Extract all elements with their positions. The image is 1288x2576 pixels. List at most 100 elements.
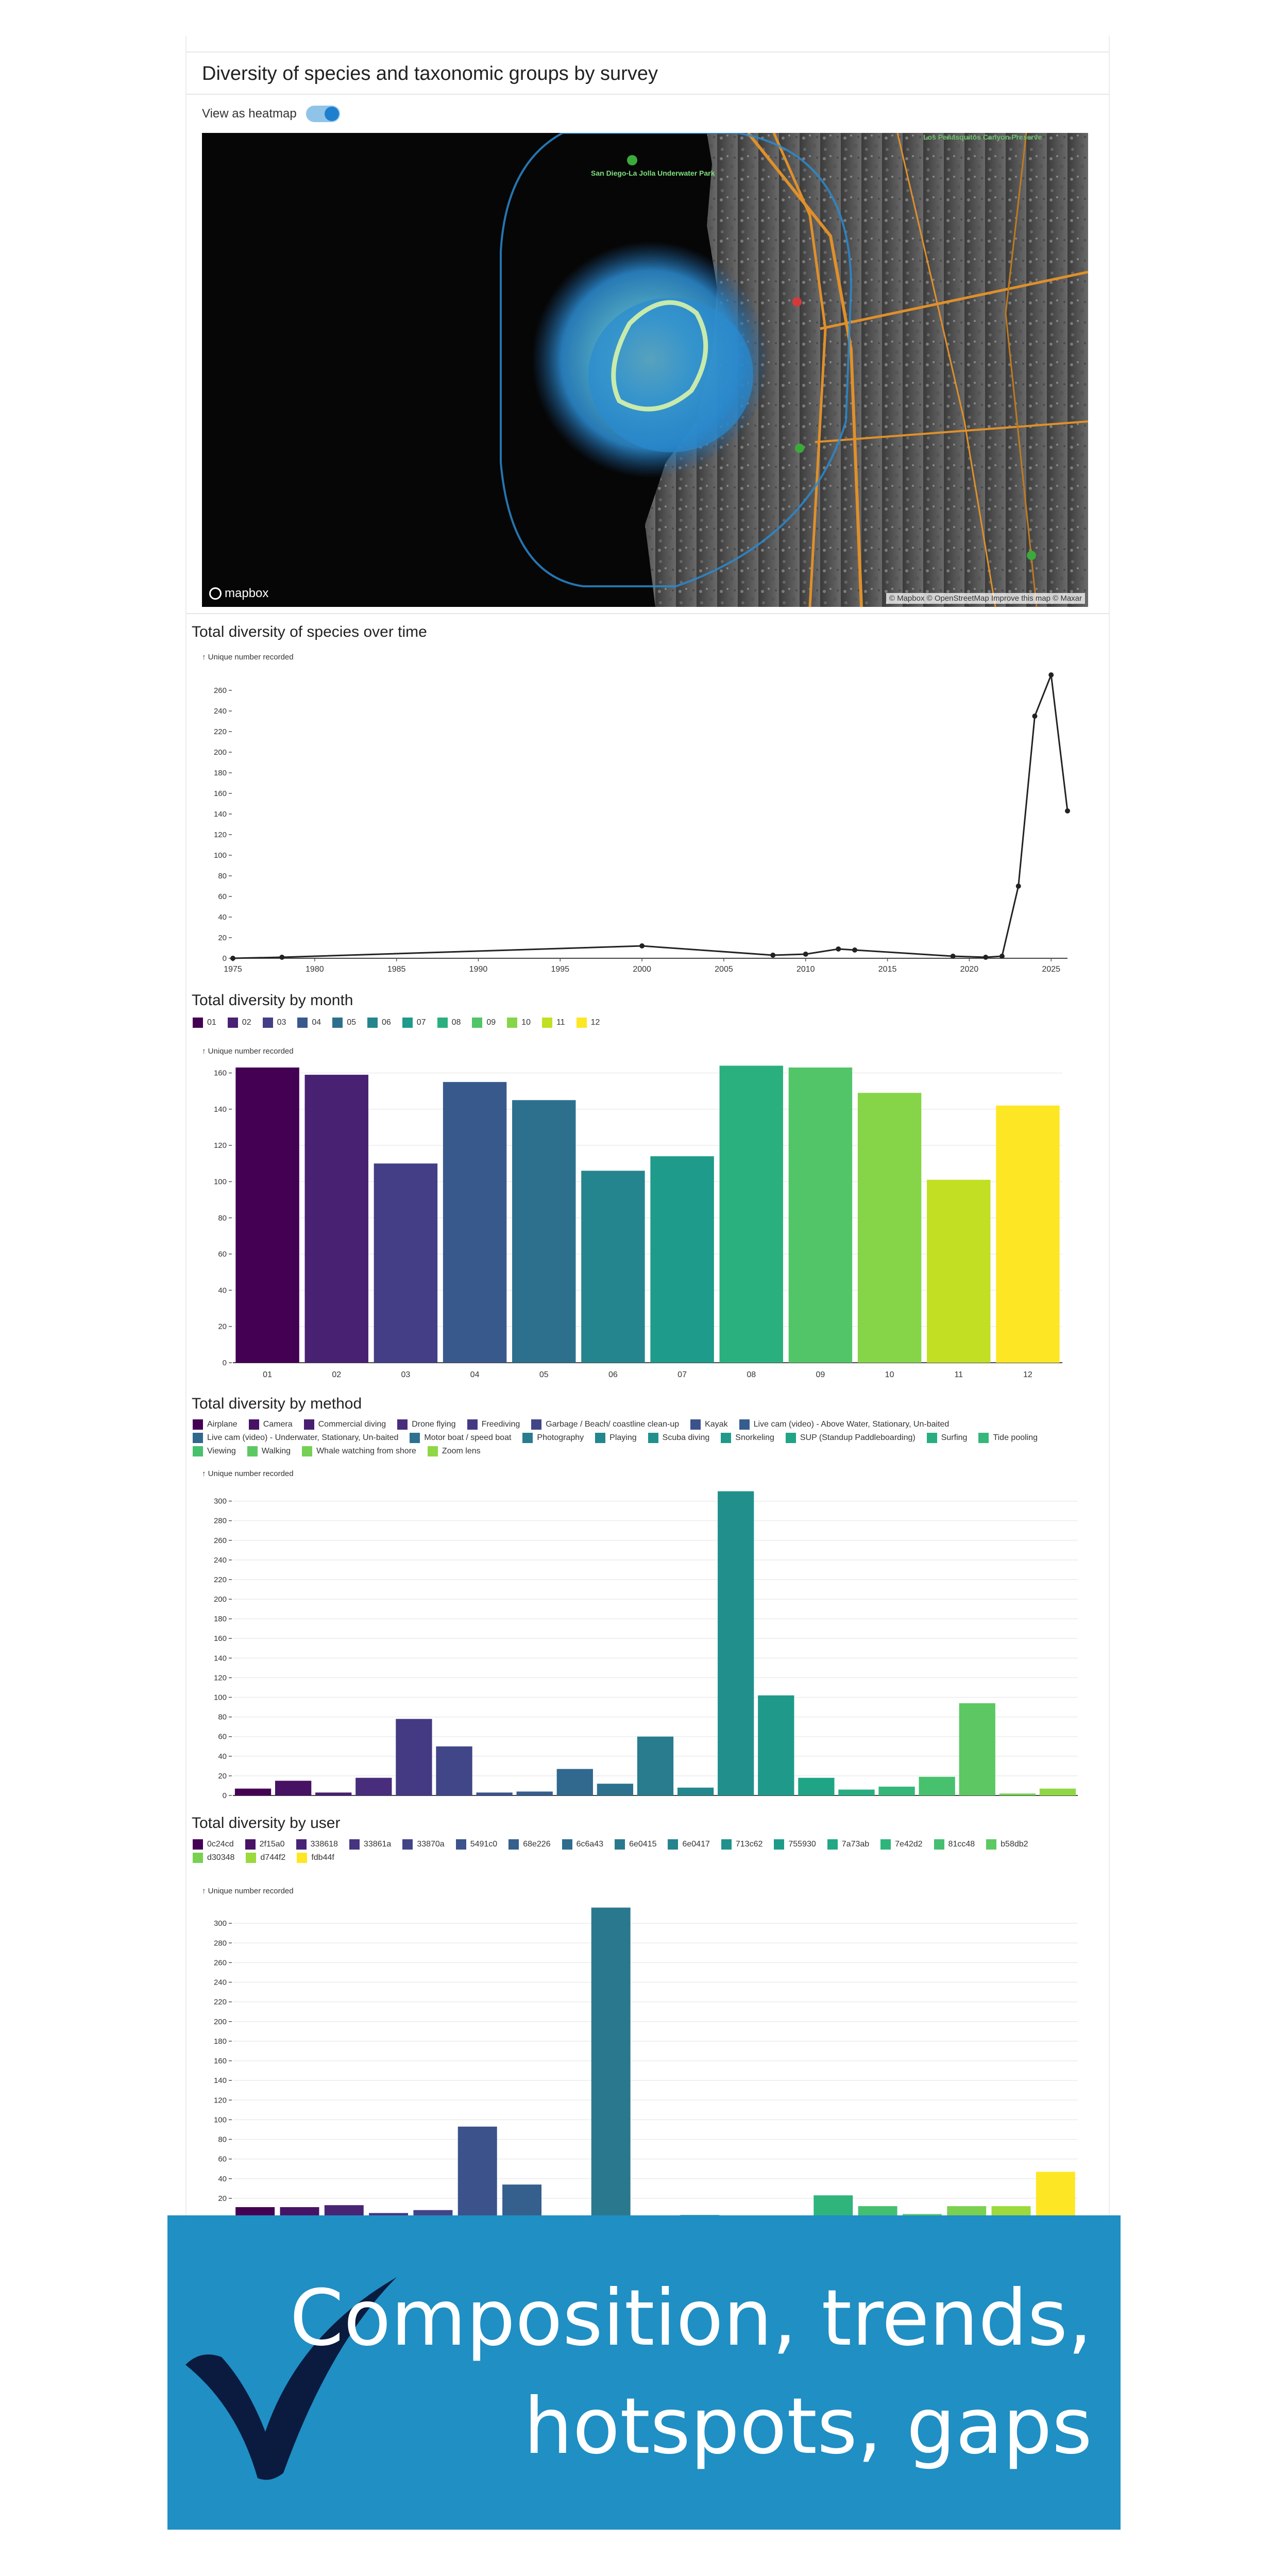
bar[interactable]: [235, 1067, 299, 1363]
bar[interactable]: [878, 1786, 915, 1795]
legend-label: d744f2: [260, 1853, 286, 1862]
data-point[interactable]: [950, 954, 956, 959]
title-divider: [187, 94, 1109, 95]
bar[interactable]: [374, 1163, 438, 1363]
bar[interactable]: [275, 1781, 312, 1795]
bar[interactable]: [719, 1065, 783, 1363]
legend-swatch: [402, 1839, 413, 1850]
bar[interactable]: [235, 2207, 275, 2218]
time-chart: ↑ Unique number recorded 0 20 40 60 80 100 120 1…: [187, 647, 1093, 989]
data-point[interactable]: [1048, 672, 1054, 677]
legend-item: 713c62: [721, 1839, 762, 1850]
bar[interactable]: [1036, 2172, 1075, 2218]
y-tick-label: 260: [214, 1958, 227, 1967]
legend-item: 755930: [774, 1839, 816, 1850]
legend-item: d30348: [193, 1853, 234, 1863]
month-chart-title: Total diversity by month: [192, 992, 353, 1009]
legend-label: Airplane: [207, 1420, 238, 1429]
bar[interactable]: [996, 1105, 1060, 1363]
bar[interactable]: [637, 1736, 674, 1795]
bar[interactable]: [234, 1788, 272, 1795]
bar[interactable]: [858, 2206, 897, 2218]
bar[interactable]: [512, 1100, 576, 1363]
data-point[interactable]: [770, 953, 776, 958]
heatmap-toggle[interactable]: [306, 106, 340, 122]
legend-label: Camera: [263, 1420, 293, 1429]
y-axis-label: ↑ Unique number recorded: [202, 653, 294, 662]
bar[interactable]: [315, 1792, 352, 1795]
legend-item: 68e226: [509, 1839, 551, 1850]
bar[interactable]: [677, 1787, 714, 1795]
bar[interactable]: [919, 1776, 955, 1795]
data-point[interactable]: [852, 947, 858, 953]
bar[interactable]: [304, 1075, 368, 1363]
map-attribution[interactable]: © Mapbox © OpenStreetMap Improve this ma…: [886, 593, 1085, 604]
map-canvas: [202, 133, 1088, 607]
legend-label: Whale watching from shore: [316, 1447, 416, 1455]
legend-label: 7e42d2: [895, 1840, 923, 1849]
data-point[interactable]: [836, 946, 841, 952]
map-place-label: San Diego-La Jolla Underwater Park: [591, 169, 715, 177]
bar[interactable]: [556, 1769, 593, 1795]
bar[interactable]: [476, 1792, 513, 1795]
data-point[interactable]: [279, 955, 285, 960]
bar[interactable]: [457, 2126, 497, 2218]
legend-swatch: [509, 1839, 519, 1850]
legend-item: 12: [576, 1018, 600, 1028]
legend-item: Tide pooling: [978, 1433, 1038, 1443]
bar[interactable]: [959, 1703, 995, 1795]
bar[interactable]: [788, 1067, 853, 1363]
legend-item: 11: [541, 1018, 565, 1028]
y-tick-label: 60: [218, 2155, 227, 2164]
bar[interactable]: [443, 1082, 507, 1363]
data-point[interactable]: [1065, 808, 1070, 814]
data-point[interactable]: [983, 955, 989, 960]
bar[interactable]: [436, 1746, 472, 1795]
bar[interactable]: [516, 1791, 553, 1795]
legend-label: 10: [521, 1018, 531, 1027]
y-tick-label: 120: [214, 1673, 227, 1682]
y-tick-label: 240: [214, 1556, 227, 1565]
data-point[interactable]: [639, 943, 645, 948]
bar[interactable]: [396, 1719, 432, 1795]
bar[interactable]: [999, 1793, 1036, 1795]
legend-label: 04: [312, 1018, 321, 1027]
legend-swatch: [397, 1419, 408, 1430]
bar[interactable]: [502, 2184, 542, 2218]
legend-label: 7a73ab: [841, 1840, 870, 1849]
data-point[interactable]: [230, 956, 235, 961]
bar[interactable]: [991, 2206, 1031, 2218]
bar[interactable]: [798, 1777, 835, 1795]
data-point[interactable]: [1032, 714, 1038, 719]
bar[interactable]: [814, 2195, 853, 2218]
bar[interactable]: [947, 2206, 987, 2218]
legend-item: Motor boat / speed boat: [410, 1433, 511, 1443]
bar[interactable]: [650, 1156, 714, 1363]
mapbox-logo[interactable]: mapbox: [209, 586, 268, 601]
bar[interactable]: [581, 1171, 645, 1363]
y-tick-label: 160: [214, 789, 227, 798]
legend-item: Freediving: [467, 1419, 520, 1430]
legend-item: 10: [507, 1018, 531, 1028]
y-tick-label: 80: [218, 1713, 227, 1722]
x-tick-label: 06: [608, 1370, 618, 1379]
data-point[interactable]: [999, 954, 1005, 959]
bar[interactable]: [355, 1777, 392, 1795]
legend-item: Commercial diving: [303, 1419, 386, 1430]
bar[interactable]: [838, 1789, 875, 1795]
y-tick-label: 180: [214, 769, 227, 777]
heatmap-map[interactable]: San Diego-La Jolla Underwater Park Los P…: [202, 133, 1088, 607]
bar[interactable]: [1039, 1788, 1076, 1795]
bar[interactable]: [927, 1179, 991, 1363]
data-point[interactable]: [803, 952, 808, 957]
bar[interactable]: [280, 2207, 319, 2218]
bar[interactable]: [857, 1093, 922, 1363]
legend-swatch: [227, 1018, 238, 1028]
bar[interactable]: [718, 1491, 754, 1795]
x-tick-label: 02: [332, 1370, 341, 1379]
bar[interactable]: [591, 1907, 631, 2218]
bar[interactable]: [758, 1695, 794, 1795]
bar[interactable]: [597, 1784, 634, 1795]
legend-item: d744f2: [246, 1853, 285, 1863]
data-point[interactable]: [1015, 884, 1021, 889]
